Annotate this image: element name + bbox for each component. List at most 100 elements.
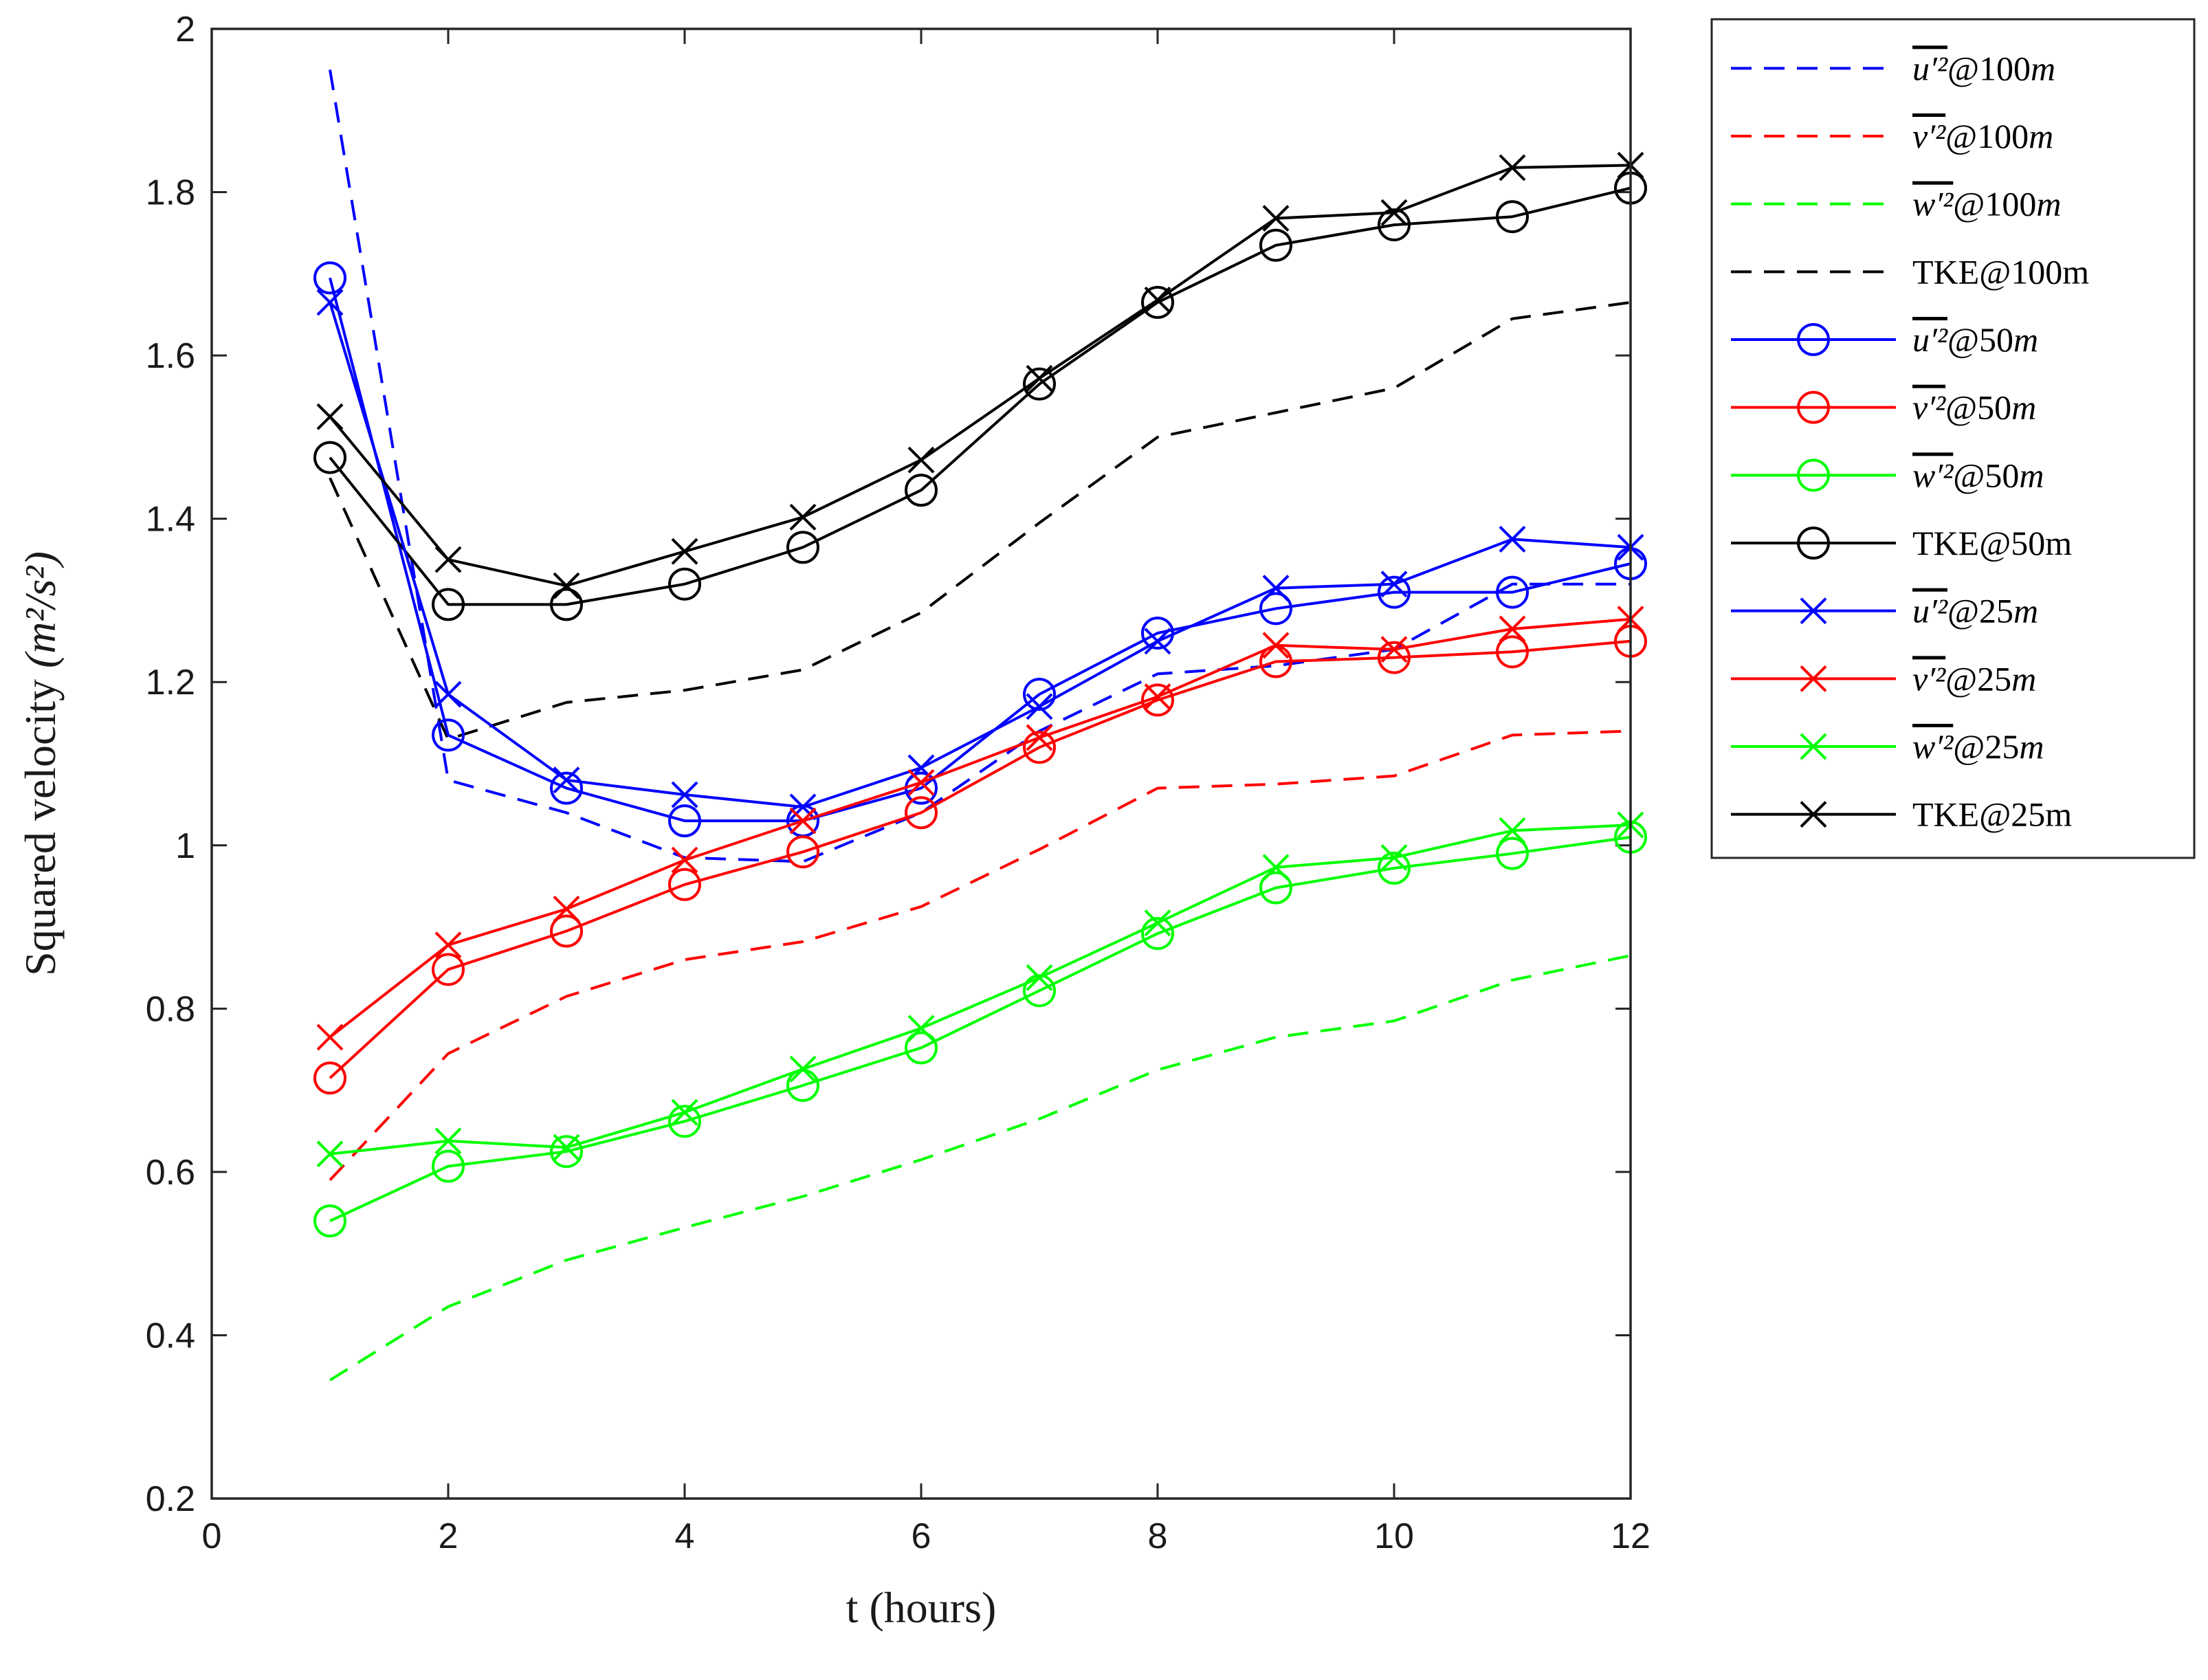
data-point-x <box>316 403 344 430</box>
data-point-x <box>434 546 462 573</box>
data-point-x-stroke <box>789 807 817 835</box>
data-point-circle <box>432 718 465 752</box>
data-point-circle <box>550 914 583 948</box>
legend-label-main: TKE@50m <box>1912 524 2072 562</box>
data-point-x-stroke <box>553 766 580 794</box>
legend-label-main: TKE@100m <box>1912 252 2089 291</box>
data-point-x-stroke <box>1144 683 1171 711</box>
data-point-circle <box>1259 228 1292 262</box>
data-point-x-stroke <box>1026 964 1053 991</box>
legend-label: u′²@100m <box>1912 49 2055 87</box>
data-point-x-stroke <box>1800 665 1827 692</box>
data-point-x <box>1380 199 1408 226</box>
x-axis-title: t (hours) <box>846 1583 997 1632</box>
data-point-circle <box>550 1135 583 1169</box>
data-point-circle <box>1378 641 1411 674</box>
data-point-x <box>907 446 935 474</box>
data-point-x <box>1026 964 1053 991</box>
data-point-circle <box>1378 208 1411 242</box>
legend-label-unit: m <box>2029 117 2053 155</box>
legend-label-main: v′² <box>1912 388 1946 427</box>
legend-item: v′²@25m <box>1731 659 2036 698</box>
data-point-x-stroke <box>1262 205 1290 232</box>
legend-label-main: u′² <box>1912 592 1948 630</box>
legend-label-main: v′² <box>1912 117 1946 155</box>
legend-label: v′²@100m <box>1912 117 2053 155</box>
legend-label: TKE@25m <box>1912 795 2072 834</box>
legend-label-unit: m <box>2011 659 2036 698</box>
series-line <box>329 277 1631 823</box>
legend-label-suffix: @100 <box>1953 185 2036 223</box>
data-point-x <box>316 1024 344 1051</box>
data-point-circle <box>668 567 701 601</box>
data-point-circle <box>1378 575 1411 609</box>
legend-label-main: w′² <box>1912 727 1954 766</box>
data-point-x <box>907 1015 935 1042</box>
x-tick-label: 8 <box>1148 1516 1168 1556</box>
data-point-x <box>316 1140 344 1168</box>
legend-label: u′²@50m <box>1912 320 2038 359</box>
legend-item: v′²@50m <box>1731 388 2036 427</box>
data-point-circle <box>313 261 346 295</box>
data-point-x <box>671 1098 698 1126</box>
y-axis-title-unit: (m²/s²) <box>16 551 65 668</box>
series-v-2-25m <box>316 606 1644 1051</box>
series-v-2-100m <box>329 729 1631 1182</box>
data-point-x <box>1144 683 1171 711</box>
series-tke-50m <box>313 171 1647 621</box>
legend-item: w′²@50m <box>1731 456 2044 494</box>
data-point-x-stroke <box>1026 724 1053 751</box>
data-point-circle <box>1259 871 1292 905</box>
x-tick-label: 0 <box>202 1516 222 1556</box>
legend-label-unit: m <box>2013 592 2038 630</box>
data-point-circle <box>1797 390 1830 424</box>
data-point-x <box>789 807 817 835</box>
series-line <box>329 69 1631 863</box>
data-point-x <box>1380 636 1408 663</box>
x-tick-label: 2 <box>439 1516 459 1556</box>
series-line <box>329 954 1631 1382</box>
x-tick-label: 12 <box>1611 1516 1651 1556</box>
data-point-x <box>789 793 817 821</box>
data-point-x <box>1144 628 1171 655</box>
data-point-circle <box>1141 683 1174 717</box>
axes <box>210 27 1632 1500</box>
data-point-x-stroke <box>907 1015 935 1042</box>
y-axis-title-text: Squared velocity <box>16 668 65 976</box>
data-point-circle <box>313 1061 346 1095</box>
y-tick-label: 1 <box>175 826 195 866</box>
data-point-circle <box>905 796 938 830</box>
data-point-x-stroke <box>316 1140 344 1168</box>
legend-item: w′²@100m <box>1731 185 2061 223</box>
legend-label-main: v′² <box>1912 659 1946 698</box>
data-point-circle <box>1496 837 1529 870</box>
series-tke-25m <box>316 151 1644 599</box>
data-point-circle <box>1023 678 1056 711</box>
data-point-x <box>1499 525 1526 553</box>
data-point-x-stroke <box>1262 575 1290 602</box>
data-point-x <box>434 931 462 959</box>
data-point-x-stroke <box>1499 154 1526 181</box>
data-point-x-stroke <box>1499 817 1526 844</box>
data-point-x <box>553 895 580 922</box>
data-point-x <box>1026 364 1053 392</box>
legend-item: u′²@50m <box>1731 320 2038 359</box>
plot-background <box>212 29 1631 1499</box>
data-point-x-stroke <box>1499 525 1526 553</box>
data-point-x-stroke <box>316 289 344 316</box>
legend-item: TKE@25m <box>1731 795 2072 834</box>
data-point-x-stroke <box>1026 693 1053 720</box>
legend-label-suffix: @25 <box>1947 592 2013 630</box>
legend-label-suffix: @50 <box>1945 388 2011 427</box>
series-line <box>329 639 1631 1079</box>
legend-item: w′²@25m <box>1731 727 2044 766</box>
x-tick-label: 4 <box>675 1516 695 1556</box>
data-point-x <box>553 572 580 599</box>
data-point-x-stroke <box>434 546 462 573</box>
y-axis-title: Squared velocity (m²/s²) <box>16 551 65 976</box>
legend: u′²@100mv′²@100mw′²@100mTKE@100mu′²@50mv… <box>1710 18 2196 859</box>
data-point-x <box>1499 154 1526 181</box>
data-point-x-stroke <box>553 572 580 599</box>
legend-label: v′²@50m <box>1912 388 2036 427</box>
legend-label-main: u′² <box>1912 49 1948 87</box>
